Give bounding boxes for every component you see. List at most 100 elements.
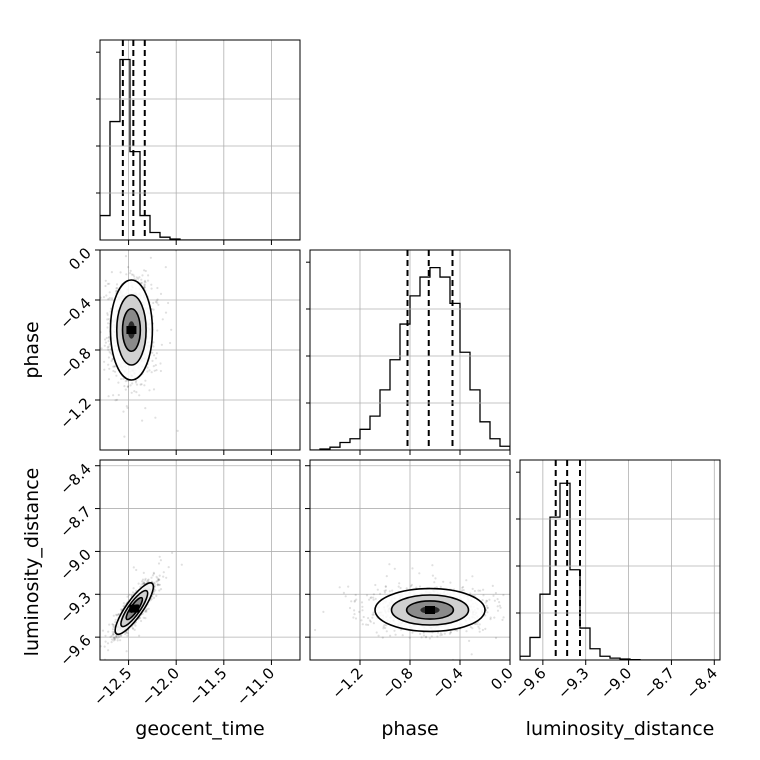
joint-phase-vs-luminosity-distance-point [383, 589, 386, 592]
joint-phase-vs-luminosity-distance-point [361, 623, 364, 626]
joint-geocent-time-vs-phase-point [111, 358, 114, 361]
joint-phase-vs-luminosity-distance-point [384, 585, 387, 588]
joint-geocent-time-vs-luminosity-distance-point [156, 584, 160, 587]
marginal-luminosity-distance-xtick-label-3: −8.7 [640, 664, 678, 702]
joint-phase-vs-luminosity-distance-point [494, 636, 498, 640]
joint-phase-vs-luminosity-distance-point [462, 585, 465, 589]
joint-phase-vs-luminosity-distance-point [369, 620, 372, 623]
joint-geocent-time-vs-phase-point [115, 398, 119, 401]
joint-geocent-time-vs-phase-point [120, 377, 123, 381]
joint-geocent-time-vs-phase-point [117, 393, 120, 397]
joint-geocent-time-vs-phase-point [150, 371, 153, 374]
joint-geocent-time-vs-phase-point [152, 341, 155, 344]
joint-geocent-time-vs-luminosity-distance-point [159, 588, 163, 591]
joint-geocent-time-vs-luminosity-distance-point [156, 583, 159, 586]
joint-geocent-time-vs-luminosity-distance-ytick-label-1: −8.7 [56, 503, 94, 541]
joint-geocent-time-vs-luminosity-distance-point [157, 578, 160, 581]
joint-geocent-time-vs-phase-point [130, 273, 133, 276]
joint-phase-vs-luminosity-distance-point [420, 636, 423, 639]
joint-phase-vs-luminosity-distance-point [322, 610, 325, 614]
joint-phase-vs-luminosity-distance-point [372, 622, 375, 625]
joint-geocent-time-vs-phase-point [106, 282, 109, 285]
joint-geocent-time-vs-phase-point [108, 282, 111, 285]
joint-geocent-time-vs-luminosity-distance-point [108, 623, 111, 626]
joint-geocent-time-vs-phase-point [103, 360, 106, 363]
joint-geocent-time-vs-luminosity-distance-point [167, 566, 170, 569]
joint-phase-vs-luminosity-distance-contour-2 [405, 600, 455, 620]
joint-phase-vs-luminosity-distance-point [462, 589, 465, 592]
joint-geocent-time-vs-phase-point [154, 357, 158, 360]
joint-geocent-time-vs-phase-point [104, 341, 107, 344]
joint-phase-vs-luminosity-distance-point [493, 599, 496, 602]
joint-geocent-time-vs-luminosity-distance-point [106, 642, 110, 645]
joint-geocent-time-vs-phase-point [106, 326, 109, 329]
joint-phase-vs-luminosity-distance-point [372, 598, 375, 601]
joint-phase-vs-luminosity-distance-point [379, 592, 382, 596]
joint-geocent-time-vs-luminosity-distance-contour-0 [114, 582, 155, 636]
joint-geocent-time-vs-phase-point [170, 328, 173, 331]
joint-phase-vs-luminosity-distance-point [391, 589, 394, 592]
joint-geocent-time-vs-luminosity-distance-point [150, 576, 153, 579]
joint-geocent-time-vs-luminosity-distance-point [153, 581, 156, 584]
joint-geocent-time-vs-luminosity-distance-point [180, 563, 183, 566]
joint-geocent-time-vs-phase-point [143, 283, 146, 286]
joint-geocent-time-vs-phase-point [103, 344, 106, 347]
joint-geocent-time-vs-phase-point [148, 389, 151, 392]
joint-geocent-time-vs-phase-point [164, 311, 168, 314]
joint-geocent-time-vs-luminosity-distance-point [115, 634, 118, 638]
joint-geocent-time-vs-phase-point [64, 339, 66, 341]
joint-geocent-time-vs-luminosity-distance-xtick-label-3: −11.0 [233, 664, 278, 709]
joint-phase-vs-luminosity-distance-point [365, 594, 369, 597]
joint-geocent-time-vs-phase-point [126, 385, 129, 388]
joint-geocent-time-vs-phase-point [126, 385, 130, 388]
joint-phase-vs-luminosity-distance-point [478, 627, 481, 630]
joint-geocent-time-vs-phase-point [124, 380, 127, 383]
joint-geocent-time-vs-luminosity-distance-ytick-label-2: −9.0 [56, 546, 94, 584]
joint-geocent-time-vs-luminosity-distance-point [145, 610, 148, 613]
joint-geocent-time-vs-phase-point [129, 269, 132, 272]
joint-geocent-time-vs-luminosity-distance-point [122, 602, 125, 605]
joint-geocent-time-vs-phase-peak [126, 326, 137, 334]
joint-geocent-time-vs-luminosity-distance-point [138, 634, 141, 637]
joint-phase-vs-luminosity-distance-point [485, 604, 488, 607]
joint-phase-vs-luminosity-distance-point [347, 585, 350, 588]
joint-phase-vs-luminosity-distance-point [485, 599, 488, 602]
joint-geocent-time-vs-luminosity-distance-point [152, 572, 156, 575]
joint-geocent-time-vs-luminosity-distance-point [155, 580, 158, 583]
joint-phase-vs-luminosity-distance-point [440, 633, 444, 636]
joint-geocent-time-vs-luminosity-distance-point [103, 645, 106, 648]
joint-phase-vs-luminosity-distance-point [381, 636, 384, 639]
joint-geocent-time-vs-phase-point [109, 352, 112, 355]
joint-phase-vs-luminosity-distance: −1.2 −0.8 −0.4 0.0 [305, 459, 517, 703]
joint-geocent-time-vs-phase-point [135, 391, 138, 394]
joint-geocent-time-vs-luminosity-distance-point [159, 559, 162, 562]
joint-phase-vs-luminosity-distance-point [471, 627, 474, 630]
joint-geocent-time-vs-luminosity-distance-point [125, 631, 129, 634]
joint-geocent-time-vs-phase-point [153, 369, 156, 372]
joint-geocent-time-vs-luminosity-distance-point [162, 571, 165, 574]
joint-geocent-time-vs-luminosity-distance-point [156, 583, 159, 586]
joint-phase-vs-luminosity-distance-point [425, 635, 428, 638]
joint-phase-vs-luminosity-distance-point [399, 586, 402, 590]
joint-phase-vs-luminosity-distance-point [476, 623, 479, 626]
joint-phase-vs-luminosity-distance-point [353, 613, 356, 616]
joint-geocent-time-vs-luminosity-distance-point [112, 625, 115, 628]
joint-phase-vs-luminosity-distance-point [489, 618, 492, 621]
joint-geocent-time-vs-luminosity-distance-point [112, 633, 115, 636]
joint-geocent-time-vs-phase-point [106, 318, 109, 321]
joint-geocent-time-vs-luminosity-distance-point [116, 613, 119, 616]
joint-geocent-time-vs-phase-point [103, 368, 106, 371]
joint-geocent-time-vs-phase-point [144, 407, 147, 410]
joint-phase-vs-luminosity-distance-peak [425, 606, 435, 614]
joint-geocent-time-vs-luminosity-distance-point [117, 613, 120, 616]
joint-phase-vs-luminosity-distance-point [494, 591, 497, 595]
joint-phase-vs-luminosity-distance-point [375, 631, 378, 634]
joint-geocent-time-vs-luminosity-distance-point [158, 583, 161, 586]
joint-geocent-time-vs-luminosity-distance-point [140, 583, 143, 586]
joint-geocent-time-vs-phase-point [130, 391, 133, 394]
joint-geocent-time-vs-luminosity-distance-point [153, 584, 156, 587]
joint-phase-vs-luminosity-distance-point [382, 625, 385, 628]
joint-phase-vs-luminosity-distance-point [372, 611, 375, 614]
marginal-luminosity-distance-xtick-label-2: −9.0 [597, 664, 635, 702]
